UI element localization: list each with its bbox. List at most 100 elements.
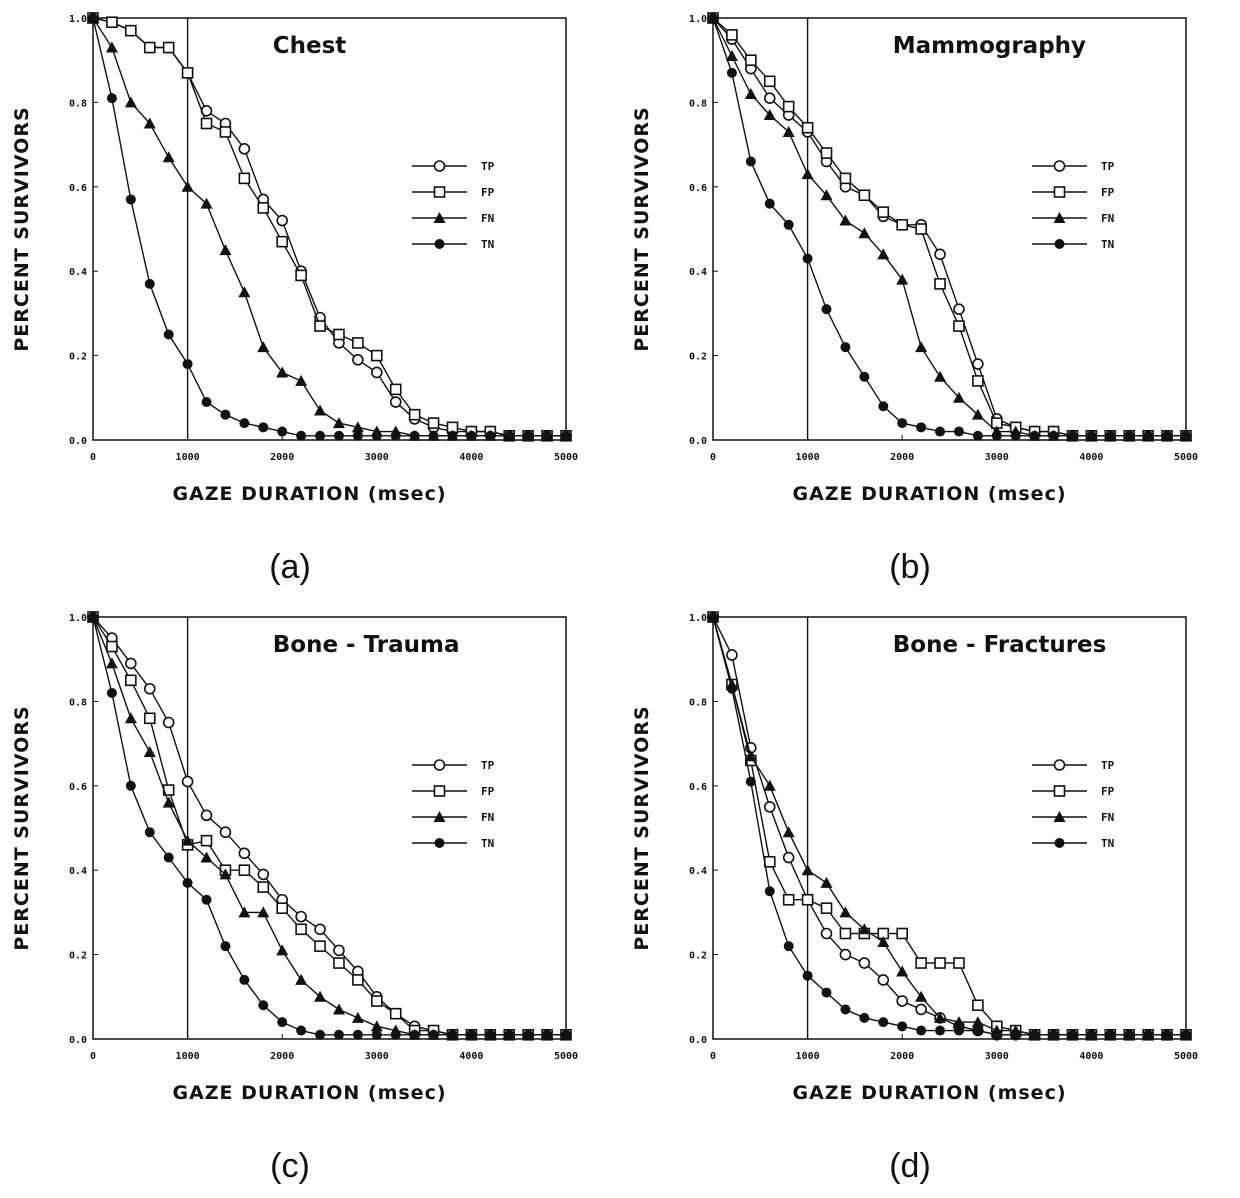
data-point-tn [1048,430,1059,441]
series-tp [87,611,572,1041]
data-point-tp-shape [953,303,965,315]
data-point-tn-shape [542,430,553,441]
data-point-tn-shape [428,1029,439,1040]
data-point-tn [972,1025,983,1036]
data-point-fn-shape [351,421,364,433]
data-point-fn [238,906,251,918]
legend-marker-fp-shape [1053,186,1066,198]
y-tick-label: 0.2 [689,352,707,363]
data-point-tn-shape [239,974,250,985]
data-point-tn [561,430,571,441]
data-point-fp [143,41,156,54]
data-point-tp-shape [257,868,270,881]
data-point-tn-shape [708,612,718,622]
data-point-fn-shape [124,96,137,108]
data-point-tn-shape [315,1029,326,1040]
data-point-tn-shape [258,1000,269,1011]
data-point-tn [88,612,98,622]
y-tick-label: 1.0 [689,613,707,624]
data-point-fn-shape [934,370,947,382]
data-point-tn [163,329,174,340]
data-point-fn [934,370,947,382]
legend-label-tn: TN [1101,837,1114,850]
data-point-tp-shape [352,354,364,366]
data-point-tp [219,826,232,839]
data-point-fp-shape [314,940,326,952]
data-point-fp-shape [801,121,814,134]
data-point-fp-shape [219,126,232,138]
data-point-tn [371,430,382,441]
data-point-tp [333,944,345,957]
x-tick-label: 1000 [796,452,820,463]
data-point-fn-shape [295,374,308,386]
data-point-tn [783,219,794,230]
data-point-fp-shape [295,923,307,936]
data-point-tn [523,1029,534,1040]
data-point-fn-shape [276,944,289,956]
series-fn [707,12,1192,441]
chart-svg-b: 0 1000 2000 3000 4000 5000 0.0 0.2 0.4 0.6 0.8 1.0 G… [631,12,1198,586]
data-point-fp-shape [972,375,984,387]
panel-caption: (a) [269,548,311,586]
series-line-tp [712,17,1186,437]
data-point-fn-shape [200,851,213,863]
data-point-tn [859,371,870,382]
data-point-tn [125,780,136,791]
data-point-fp-shape [858,189,871,202]
data-point-tn [201,894,212,905]
data-point-tp [763,801,776,813]
data-point-tn [277,1017,288,1028]
data-point-tn-shape [144,278,155,289]
data-point-fp-shape [106,16,118,29]
series-tn [88,13,571,441]
data-point-fp [820,902,833,914]
legend-label-fn: FN [1101,212,1114,225]
data-point-fn-shape [801,864,814,876]
data-point-tn [802,253,813,264]
y-tick-label: 1.0 [69,14,87,25]
legend-marker-fn-shape [1053,212,1066,223]
data-point-tn [182,359,193,370]
data-point-tp [276,214,289,227]
data-point-tn-shape [708,13,718,23]
data-point-fp [934,957,946,969]
data-point-tn [878,1017,889,1028]
legend-marker-tn [434,239,445,249]
data-point-tn [745,776,756,787]
chart-panel-b: 0 1000 2000 3000 4000 5000 0.0 0.2 0.4 0.6 0.8 1.0 G… [620,0,1240,599]
data-point-tn [315,430,326,441]
data-point-tn [447,1029,458,1040]
legend-label-tp: TP [1101,160,1115,173]
data-point-tp [181,775,194,788]
data-point-fn [162,151,175,163]
y-tick-label: 0.2 [689,951,707,962]
series-fn [87,12,572,441]
data-point-tn [1181,430,1191,441]
data-point-tn [935,1025,946,1036]
data-point-fp [200,117,213,130]
data-point-fp-shape [276,235,289,248]
data-point-fn-shape [839,906,852,918]
data-point-tn [708,13,718,23]
data-point-fp [726,29,738,41]
data-point-tp [200,809,213,822]
data-point-tn-shape [1086,430,1097,441]
data-point-tn-shape [333,1029,344,1040]
chart-svg-d: 0 1000 2000 3000 4000 5000 0.0 0.2 0.4 0.6 0.8 1.0 G… [631,611,1198,1185]
chart-svg-c: 0 1000 2000 3000 4000 5000 0.0 0.2 0.4 0.6 0.8 1.0 G… [11,611,578,1185]
x-tick-label: 2000 [270,1051,294,1062]
data-point-tn-shape [878,1017,889,1028]
series-line-tp [92,616,566,1036]
data-point-tn-shape [485,1029,496,1040]
series-tp [87,12,572,442]
data-point-tn-shape [1162,430,1173,441]
data-point-fn [295,374,308,386]
data-point-tn-shape [878,401,889,412]
data-point-tn [239,418,250,429]
series-line-fp [92,616,566,1036]
data-point-tn-shape [1029,1029,1040,1040]
data-point-tn-shape [220,941,231,952]
data-point-fn [370,1020,383,1032]
data-point-tn [1143,1029,1154,1040]
legend-label-fp: FP [1101,785,1115,798]
